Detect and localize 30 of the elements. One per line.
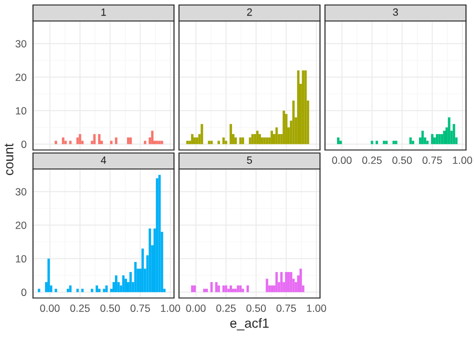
chart-title: 5 [247, 156, 252, 164]
y-tick-label: 30 [16, 40, 26, 48]
x-tick-label: 1.00 [307, 304, 326, 312]
x-tick-label: 0.75 [130, 304, 150, 312]
x-tick-label: 1.00 [453, 156, 472, 164]
x-tick-label: 0.25 [216, 304, 236, 312]
x-tick-label: 0.50 [392, 156, 412, 164]
chart-title: 4 [100, 156, 106, 164]
chart-title: 1 [101, 8, 106, 16]
x-tick-label: 0.00 [40, 304, 60, 312]
x-tick-label: 0.50 [100, 304, 120, 312]
x-axis-title: e_acf1 [230, 318, 269, 330]
chart-title: 3 [393, 8, 398, 16]
y-tick-label: 0 [21, 288, 26, 296]
y-axis-title: count [4, 143, 14, 176]
x-tick-label: 0.75 [422, 156, 442, 164]
x-tick-label: 0.25 [362, 156, 382, 164]
x-tick-label: 0.50 [246, 304, 266, 312]
y-tick-label: 20 [16, 74, 26, 81]
y-tick-label: 30 [16, 188, 26, 196]
y-tick-label: 10 [16, 255, 26, 263]
y-tick-label: 0 [21, 140, 26, 148]
y-tick-label: 10 [16, 107, 26, 115]
x-tick-label: 0.75 [276, 304, 296, 312]
y-tick-label: 20 [16, 222, 26, 229]
chart-title: 2 [247, 8, 252, 16]
x-tick-label: 0.25 [70, 304, 90, 312]
x-tick-label: 0.00 [332, 156, 352, 164]
x-tick-label: 0.00 [186, 304, 206, 312]
x-tick-label: 1.00 [161, 304, 180, 312]
